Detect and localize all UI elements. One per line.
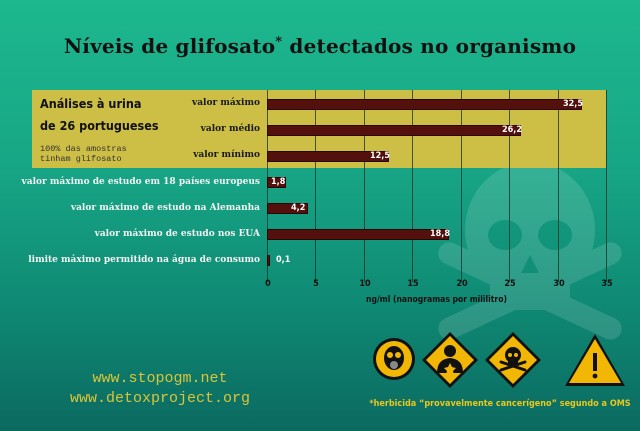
link-stopogm[interactable]: www.stopogm.net <box>92 370 228 387</box>
category-label: valor máximo de estudo nos EUA <box>94 229 260 239</box>
health-hazard-icon <box>422 332 478 388</box>
gridline-30 <box>558 90 559 282</box>
bar-min <box>267 151 389 162</box>
gas-mask-icon <box>373 338 415 380</box>
x-tick: 10 <box>359 279 371 289</box>
x-tick: 20 <box>456 279 468 289</box>
bar-value: 1,8 <box>271 177 286 187</box>
bar-value: 32,5 <box>563 99 583 109</box>
skull-crossbones-watermark-icon <box>438 162 622 340</box>
category-label: valor máximo de estudo na Alemanha <box>70 203 260 213</box>
gridline-15 <box>412 90 413 282</box>
bar-value: 12,5 <box>370 151 390 161</box>
category-label: valor máximo <box>191 98 260 108</box>
link-detoxproject[interactable]: www.detoxproject.org <box>69 390 251 407</box>
bar-value: 26,2 <box>502 125 522 135</box>
box-heading-line1: Análises à urina <box>40 96 142 111</box>
category-label: valor médio <box>200 124 260 134</box>
box-note: 100% das amostras tinham glifosato <box>40 144 127 164</box>
x-tick: 35 <box>601 279 613 289</box>
gridline-25 <box>509 90 510 282</box>
category-label: valor máximo de estudo em 18 países euro… <box>21 177 260 187</box>
bar-value: 4,2 <box>291 203 306 213</box>
x-tick: 15 <box>407 279 419 289</box>
bar-usa <box>267 229 449 240</box>
category-label: valor mínimo <box>193 150 260 160</box>
bar-value: 0,1 <box>276 255 291 265</box>
chart-title: Níveis de glifosato* detectados no organ… <box>63 34 577 58</box>
bar-water-limit <box>267 255 270 266</box>
bar-value: 18,8 <box>430 229 450 239</box>
gridline-20 <box>461 90 462 282</box>
x-tick: 25 <box>504 279 516 289</box>
gridline-5 <box>315 90 316 282</box>
x-tick: 5 <box>313 279 319 289</box>
toxic-skull-icon <box>485 332 541 388</box>
warning-icon <box>565 334 625 386</box>
gridline-10 <box>364 90 365 282</box>
footnote: *herbicida “provavelmente cancerígeno” s… <box>369 399 631 409</box>
x-axis-label: ng/ml (nanogramas por mililitro) <box>366 295 507 305</box>
x-tick: 0 <box>265 279 271 289</box>
bar-europe <box>267 177 286 188</box>
bar-max <box>267 99 582 110</box>
bar-avg <box>267 125 521 136</box>
bar-germany <box>267 203 308 214</box>
x-tick: 30 <box>553 279 565 289</box>
box-heading-line2: de 26 portugueses <box>40 118 159 133</box>
gridline-35 <box>606 90 607 282</box>
category-label: limite máximo permitido na água de consu… <box>28 255 260 265</box>
